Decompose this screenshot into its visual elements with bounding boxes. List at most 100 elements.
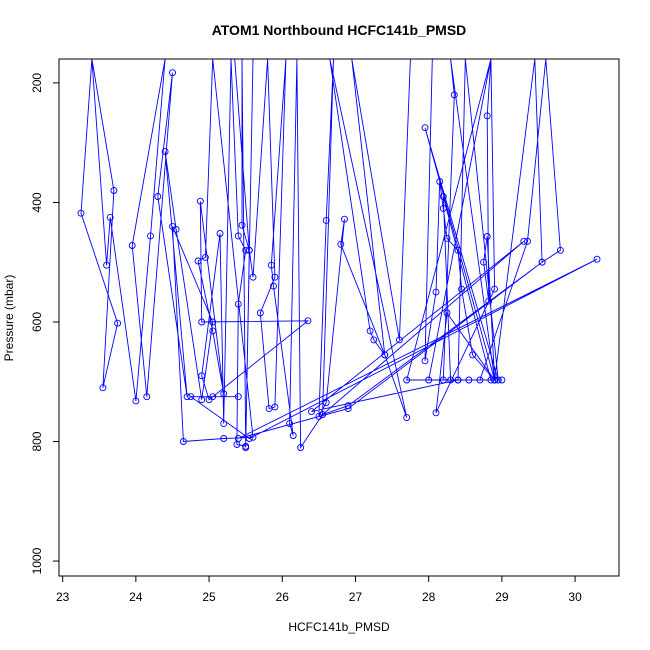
data-point	[216, 230, 224, 237]
y-tick-label: 200	[30, 73, 44, 93]
data-point	[220, 390, 228, 398]
data-point	[198, 396, 206, 404]
data-point	[194, 257, 202, 265]
data-point	[556, 246, 564, 254]
data-point	[319, 411, 326, 419]
data-point	[198, 318, 206, 326]
data-point	[198, 372, 206, 380]
data-point	[454, 246, 462, 254]
data-point	[480, 258, 488, 266]
data-point	[322, 399, 330, 407]
data-point	[485, 297, 493, 305]
data-point	[494, 376, 502, 384]
data-point	[289, 432, 297, 439]
y-axis-label: Pressure (mbar)	[2, 275, 16, 362]
data-point	[370, 336, 378, 344]
data-point	[271, 403, 279, 411]
data-point	[234, 232, 242, 240]
data-point	[286, 420, 294, 428]
series-line	[80, 59, 598, 449]
data-point	[538, 258, 546, 266]
data-point	[454, 376, 462, 384]
data-point	[234, 300, 242, 308]
data-point	[110, 187, 118, 194]
data-point	[114, 319, 122, 327]
data-point	[421, 124, 429, 132]
data-point	[249, 433, 257, 441]
data-point	[476, 376, 484, 384]
data-point	[169, 222, 176, 230]
x-tick-label: 29	[495, 590, 509, 604]
data-point	[242, 246, 250, 254]
data-point	[432, 409, 440, 417]
y-tick-label: 600	[30, 312, 44, 332]
data-point	[242, 444, 250, 451]
data-point	[315, 412, 323, 420]
data-point	[491, 285, 499, 293]
data-point	[447, 376, 455, 384]
data-point	[238, 221, 246, 229]
data-point	[403, 414, 411, 422]
data-point	[304, 317, 312, 325]
data-point	[425, 376, 433, 384]
data-point	[487, 376, 495, 384]
y-axis: 200 400 600 800 1000	[30, 73, 60, 574]
x-axis-label: HCFC141b_PMSD	[288, 620, 390, 634]
data-point	[169, 69, 176, 77]
data-point	[77, 209, 85, 217]
data-point	[209, 393, 217, 401]
y-tick-label: 400	[30, 192, 44, 212]
data-point	[465, 376, 473, 384]
y-tick-label: 1000	[30, 547, 44, 574]
data-point	[245, 435, 253, 442]
data-point	[344, 402, 352, 410]
x-tick-label: 25	[202, 590, 216, 604]
data-point	[403, 376, 411, 384]
data-point	[106, 213, 114, 221]
data-point	[439, 204, 447, 212]
data-point	[187, 393, 195, 401]
x-tick-label: 30	[568, 590, 582, 604]
data-point	[270, 282, 277, 290]
data-point	[196, 197, 204, 205]
data-point	[128, 242, 136, 249]
data-point	[220, 420, 228, 428]
data-point	[322, 216, 330, 224]
data-point	[524, 237, 531, 245]
data-point	[147, 232, 154, 240]
data-point	[436, 178, 444, 185]
data-point	[154, 193, 162, 200]
data-point	[103, 261, 111, 269]
data-point	[443, 309, 451, 317]
data-point	[458, 285, 466, 293]
x-tick-label: 28	[422, 590, 436, 604]
data-point	[520, 237, 528, 245]
data-point	[234, 435, 242, 442]
data-point	[161, 148, 169, 156]
data-point	[183, 393, 191, 401]
data-point	[245, 246, 253, 254]
data-point	[432, 288, 440, 296]
data-point	[469, 351, 477, 359]
x-tick-label: 24	[129, 590, 143, 604]
data-point	[220, 435, 228, 442]
data-point	[341, 215, 348, 223]
data-point	[267, 261, 275, 269]
data-point	[439, 193, 447, 200]
data-point	[337, 240, 345, 248]
data-point	[439, 376, 447, 384]
data-point	[209, 327, 217, 335]
data-point	[201, 253, 209, 261]
data-point	[99, 384, 107, 392]
y-tick-label: 800	[30, 431, 44, 451]
x-tick-label: 26	[276, 590, 290, 604]
data-point	[234, 393, 242, 401]
x-axis: 23 24 25 26 27 28 29 30	[56, 575, 582, 604]
data-point	[271, 273, 279, 281]
plot-area	[77, 59, 601, 451]
data-point	[491, 376, 499, 384]
data-point	[498, 376, 506, 384]
data-point	[179, 438, 187, 445]
data-point	[209, 318, 217, 326]
